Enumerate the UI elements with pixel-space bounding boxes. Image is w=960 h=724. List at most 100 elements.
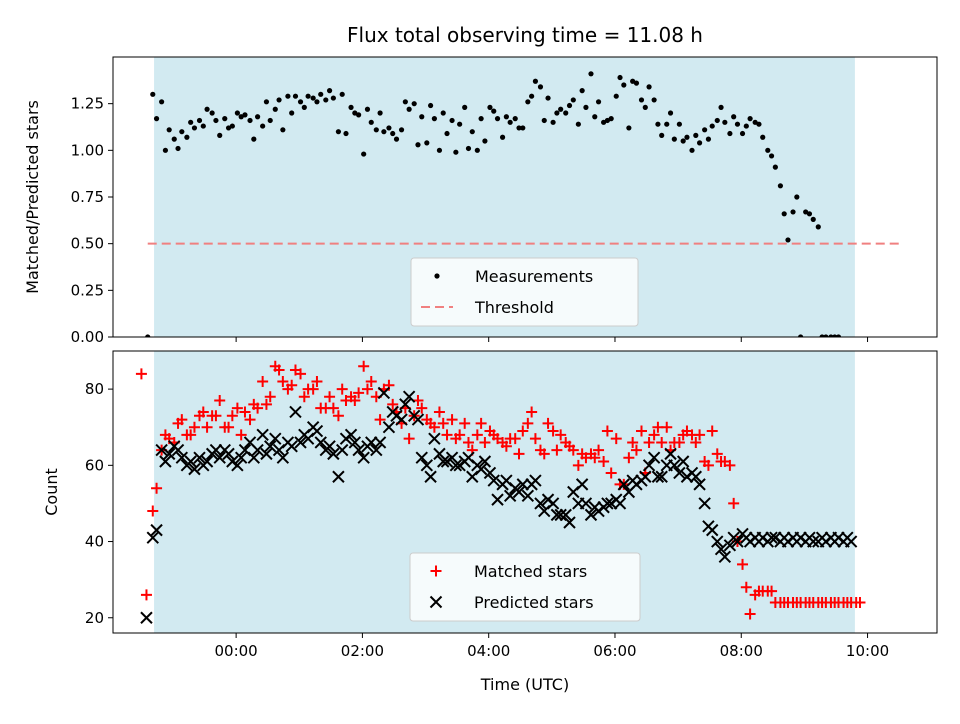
data-point xyxy=(150,523,163,537)
data-point xyxy=(487,474,500,487)
data-point xyxy=(503,114,509,120)
data-point xyxy=(217,132,223,138)
data-point xyxy=(584,508,598,522)
data-point xyxy=(197,406,209,418)
data-point xyxy=(234,451,248,464)
data-point xyxy=(617,74,623,81)
data-point xyxy=(373,436,387,449)
data-point xyxy=(437,417,449,429)
data-point xyxy=(353,387,365,399)
data-point xyxy=(694,429,706,441)
data-point xyxy=(475,417,487,429)
data-point xyxy=(647,451,661,464)
data-point xyxy=(482,138,488,144)
data-point xyxy=(365,375,377,387)
data-point xyxy=(150,91,156,97)
y-tick-label: 80 xyxy=(85,380,104,398)
data-point xyxy=(718,104,724,110)
data-point xyxy=(627,436,639,448)
data-point xyxy=(382,421,396,434)
x-tick-label: 08:00 xyxy=(720,642,763,660)
data-point xyxy=(623,452,635,464)
data-point xyxy=(415,451,428,464)
data-point xyxy=(244,414,256,426)
data-point xyxy=(311,375,323,387)
x-tick-label: 02:00 xyxy=(341,642,384,660)
legend-swatch xyxy=(434,273,440,279)
data-point xyxy=(196,117,203,124)
data-point xyxy=(193,451,206,464)
data-point xyxy=(739,130,746,137)
data-point xyxy=(356,112,362,118)
data-point xyxy=(768,153,775,159)
data-point xyxy=(424,140,430,146)
data-point xyxy=(643,436,655,448)
y-axis-label-count: Count xyxy=(42,468,61,516)
legend-entry: Threshold xyxy=(421,298,554,317)
data-point xyxy=(676,121,682,127)
data-point xyxy=(292,93,299,99)
data-point xyxy=(709,123,715,129)
data-point xyxy=(348,436,362,449)
data-point xyxy=(276,451,290,464)
data-point xyxy=(171,443,185,457)
data-point xyxy=(541,117,547,124)
data-point xyxy=(722,119,728,125)
data-point xyxy=(286,379,298,391)
data-point xyxy=(411,413,425,426)
data-point xyxy=(272,106,278,112)
data-point xyxy=(526,406,538,418)
data-points xyxy=(135,360,866,624)
y-tick-label: 60 xyxy=(85,456,104,474)
data-point xyxy=(140,589,152,601)
data-point xyxy=(559,508,572,522)
data-point xyxy=(285,440,298,453)
data-point xyxy=(339,91,345,97)
data-point xyxy=(781,211,787,217)
data-point xyxy=(204,106,210,112)
data-point xyxy=(676,455,690,468)
data-point xyxy=(436,147,443,153)
data-point xyxy=(357,451,370,464)
legend-label: Matched stars xyxy=(474,562,587,581)
data-point xyxy=(810,216,816,222)
data-point xyxy=(374,414,386,426)
data-point xyxy=(260,398,272,410)
data-point xyxy=(705,136,712,142)
data-point xyxy=(737,558,749,570)
data-point xyxy=(280,127,286,133)
data-point xyxy=(184,455,197,468)
data-point xyxy=(711,448,723,460)
data-point xyxy=(491,108,497,114)
data-point xyxy=(175,451,189,464)
data-point xyxy=(798,334,804,337)
data-point xyxy=(667,110,674,116)
data-point xyxy=(532,78,539,84)
data-point xyxy=(327,447,340,461)
data-point xyxy=(444,130,450,137)
data-point xyxy=(294,436,307,449)
data-point xyxy=(273,364,285,376)
data-point xyxy=(517,425,529,437)
data-point xyxy=(740,581,752,593)
data-point xyxy=(454,429,466,441)
data-point xyxy=(503,489,517,503)
data-point xyxy=(377,110,383,116)
data-point xyxy=(633,80,640,86)
data-point xyxy=(483,466,497,480)
data-point xyxy=(673,466,686,480)
data-point xyxy=(731,535,744,548)
data-point xyxy=(179,129,185,135)
data-point xyxy=(608,116,614,122)
data-point xyxy=(428,102,434,109)
data-point xyxy=(361,151,367,157)
data-point xyxy=(162,447,176,461)
data-point xyxy=(655,470,668,483)
data-point xyxy=(727,130,733,137)
data-point xyxy=(794,194,800,200)
data-point xyxy=(575,121,581,127)
data-point xyxy=(598,456,610,468)
data-point xyxy=(545,95,551,101)
data-point xyxy=(222,116,228,122)
data-point xyxy=(743,123,749,129)
